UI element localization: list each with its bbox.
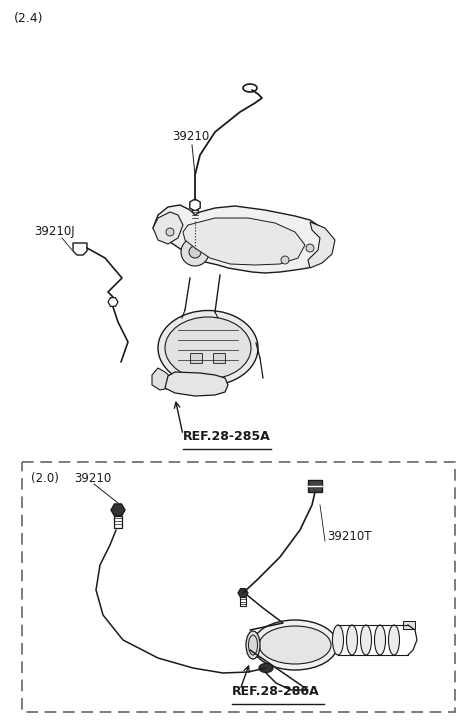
Polygon shape bbox=[153, 205, 330, 273]
Text: 39210J: 39210J bbox=[34, 225, 75, 238]
Bar bbox=[114, 516, 122, 528]
Ellipse shape bbox=[389, 625, 399, 655]
Bar bbox=[213, 353, 225, 363]
Ellipse shape bbox=[248, 635, 257, 655]
Text: (2.0): (2.0) bbox=[31, 472, 59, 485]
Ellipse shape bbox=[361, 625, 372, 655]
Bar bbox=[190, 353, 202, 363]
Polygon shape bbox=[73, 243, 87, 255]
Circle shape bbox=[189, 246, 201, 258]
Ellipse shape bbox=[375, 625, 385, 655]
Text: REF.28-286A: REF.28-286A bbox=[232, 685, 319, 698]
Text: 39210T: 39210T bbox=[327, 530, 372, 543]
Polygon shape bbox=[165, 372, 228, 396]
Bar bbox=[22, 462, 455, 712]
Text: REF.28-285A: REF.28-285A bbox=[183, 430, 271, 443]
Bar bbox=[240, 597, 246, 606]
Bar bbox=[403, 621, 415, 629]
Ellipse shape bbox=[253, 620, 338, 670]
Polygon shape bbox=[153, 212, 183, 244]
Polygon shape bbox=[108, 297, 118, 306]
Polygon shape bbox=[152, 368, 172, 390]
Text: 39210: 39210 bbox=[172, 130, 209, 143]
Polygon shape bbox=[111, 504, 125, 516]
Circle shape bbox=[281, 256, 289, 264]
Polygon shape bbox=[308, 222, 335, 268]
Ellipse shape bbox=[259, 664, 273, 672]
Circle shape bbox=[181, 238, 209, 266]
Text: 39210: 39210 bbox=[74, 472, 111, 485]
Polygon shape bbox=[183, 218, 305, 265]
Ellipse shape bbox=[165, 317, 251, 379]
Ellipse shape bbox=[158, 310, 258, 385]
Circle shape bbox=[306, 244, 314, 252]
Polygon shape bbox=[238, 589, 248, 598]
Bar bbox=[308, 480, 322, 492]
Ellipse shape bbox=[243, 84, 257, 92]
Ellipse shape bbox=[347, 625, 358, 655]
Circle shape bbox=[166, 228, 174, 236]
Bar bbox=[192, 210, 198, 220]
Ellipse shape bbox=[259, 626, 331, 664]
Ellipse shape bbox=[333, 625, 344, 655]
Ellipse shape bbox=[246, 631, 260, 659]
Text: (2.4): (2.4) bbox=[14, 12, 43, 25]
Polygon shape bbox=[190, 199, 200, 211]
